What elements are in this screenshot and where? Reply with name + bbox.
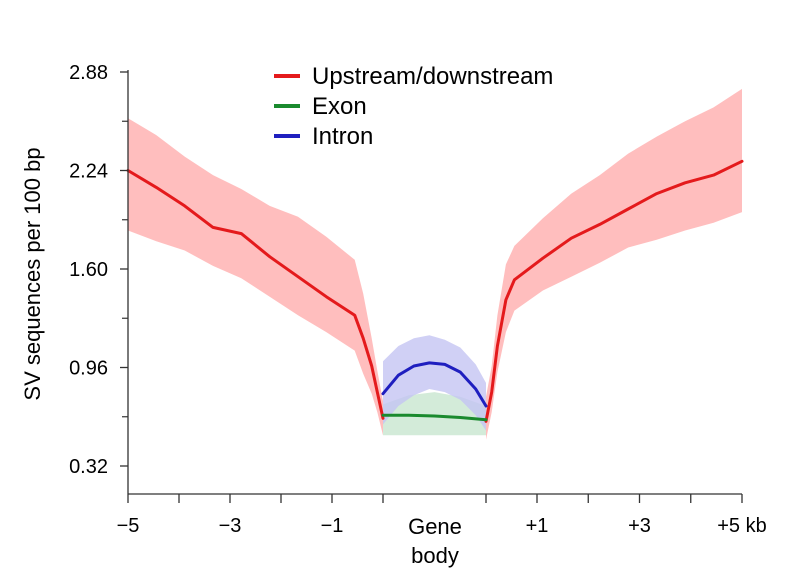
legend-label: Exon — [312, 93, 367, 120]
x-tick-label: +1 — [526, 515, 549, 537]
legend-label: Intron — [312, 123, 373, 150]
confidence-bands — [128, 88, 742, 440]
y-tick-label: 0.32 — [69, 456, 108, 478]
series-line-upstream-downstream-1 — [484, 159, 744, 423]
legend: Upstream/downstream Exon Intron — [274, 63, 553, 150]
series-lines — [126, 159, 744, 423]
y-tick-label: 1.60 — [69, 259, 108, 281]
band-upstream-downstream-1 — [486, 88, 742, 440]
band-upstream-downstream-0 — [128, 118, 383, 436]
x-tick-label: −1 — [321, 515, 344, 537]
axes: 0.32 0.96 1.60 2.24 2.88 −5 −3 −1 +1 +3 +5 kb Gene b… — [69, 62, 767, 568]
y-axis-label: SV sequences per 100 bp — [20, 147, 45, 400]
y-tick-label: 2.88 — [69, 62, 108, 84]
series-line-exon-0 — [381, 413, 488, 422]
gene-body-label: body — [411, 543, 459, 568]
band-exon-0 — [383, 392, 486, 436]
x-tick-label: +3 — [628, 515, 651, 537]
series-line-upstream-downstream-0 — [126, 169, 385, 420]
gene-body-label: Gene — [408, 514, 462, 539]
y-tick-label: 2.24 — [69, 161, 108, 183]
series-line-intron-0 — [381, 361, 488, 408]
y-tick-label: 0.96 — [69, 358, 108, 380]
x-tick-label: −3 — [219, 515, 242, 537]
legend-label: Upstream/downstream — [312, 63, 553, 90]
band-intron-0 — [383, 335, 486, 431]
x-tick-label: −5 — [117, 515, 140, 537]
x-tick-label: +5 kb — [717, 515, 766, 537]
